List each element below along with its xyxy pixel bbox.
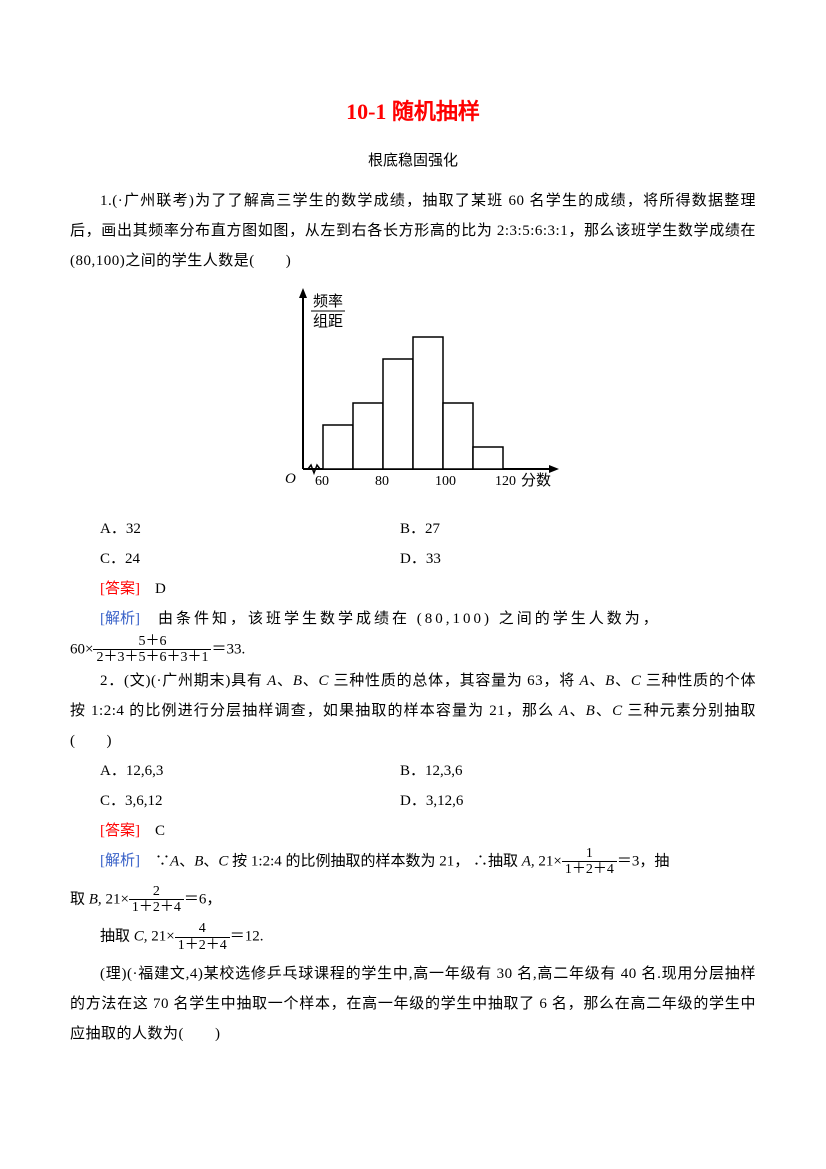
fraction-c: 41＋2＋4 (175, 921, 230, 953)
q1-option-c: C．24 (100, 544, 400, 574)
answer-label: [答案] (100, 823, 140, 839)
q2-C3: C (612, 703, 623, 719)
page-subtitle: 根底稳固强化 (70, 146, 756, 176)
q2-calc-b: 取 B, 21×21＋2＋4＝6， (70, 884, 756, 916)
q2-options-row1: A．12,6,3 B．12,3,6 (100, 756, 756, 786)
q2-B2: B (605, 673, 615, 689)
calc-prefix: 60× (70, 641, 93, 657)
q2-t3: 三种性质的总体，其容量为 63，将 (329, 673, 579, 689)
q2a-B: B (194, 853, 203, 869)
svg-text:组距: 组距 (313, 313, 343, 330)
fb-den: 1＋2＋4 (129, 900, 184, 915)
q2-A: A (267, 673, 277, 689)
q2-t2e: 、 (569, 703, 586, 719)
q2c-Ci: C, (134, 929, 148, 945)
frac-den: 2＋3＋5＋6＋3＋1 (93, 650, 211, 665)
q2-answer-value: C (140, 823, 165, 839)
svg-text:分数: 分数 (521, 472, 551, 489)
q1-options-row2: C．24 D．33 (100, 544, 756, 574)
q1-answer-line: [答案] D (70, 574, 756, 604)
q1-text: 1.(·广州联考)为了了解高三学生的数学成绩，抽取了某班 60 名学生的成绩，将… (70, 186, 756, 276)
q2a-C: C (218, 853, 228, 869)
q2-option-c: C．3,6,12 (100, 786, 400, 816)
q2-bpre: 21× (102, 891, 129, 907)
q2-t1: 2．(文)(·广州期末)具有 (100, 673, 267, 689)
q2-A2: A (579, 673, 589, 689)
q2-bsuf: ＝6， (184, 891, 222, 907)
q1-calc: 60×5＋62＋3＋5＋6＋3＋1＝33. (70, 634, 756, 666)
q2-cpre: 21× (148, 929, 175, 945)
q1-analysis-text: 由条件知，该班学生数学成绩在 (80,100) 之间的学生人数为， (140, 611, 661, 627)
q2-t2f: 、 (595, 703, 612, 719)
q2-apre: 21× (535, 853, 562, 869)
fa-den: 1＋2＋4 (562, 862, 617, 877)
fraction: 5＋62＋3＋5＋6＋3＋1 (93, 634, 211, 666)
fc-num: 4 (175, 921, 230, 937)
frac-num: 5＋6 (93, 634, 211, 650)
q2-asuf: ＝3，抽 (617, 853, 670, 869)
q2-option-a: A．12,6,3 (100, 756, 400, 786)
q2-option-d: D．3,12,6 (400, 786, 700, 816)
analysis-label: [解析] (100, 853, 140, 869)
q2a-s2: 、 (203, 853, 218, 869)
q2-t2c: 、 (589, 673, 605, 689)
q1-option-d: D．33 (400, 544, 700, 574)
q2a-s1: 、 (179, 853, 194, 869)
q2-B3: B (586, 703, 596, 719)
q2-options-row2: C．3,6,12 D．3,12,6 (100, 786, 756, 816)
q2-t2d: 、 (615, 673, 631, 689)
q2-t2b: 、 (302, 673, 318, 689)
q1-option-b: B．27 (400, 514, 700, 544)
q1-option-a: A．32 (100, 514, 400, 544)
calc-suffix: ＝33. (211, 641, 245, 657)
q1-analysis-line: [解析] 由条件知，该班学生数学成绩在 (80,100) 之间的学生人数为， (70, 604, 756, 634)
q2-a2: 按 1:2:4 的比例抽取的样本数为 21， ∴抽取 (228, 853, 521, 869)
svg-text:100: 100 (435, 474, 456, 489)
q2-option-b: B．12,3,6 (400, 756, 700, 786)
q2-C: C (319, 673, 330, 689)
q2-calc-c: 抽取 C, 21×41＋2＋4＝12. (100, 921, 756, 953)
q2-bpre0: 取 (70, 891, 89, 907)
analysis-label: [解析] (100, 611, 140, 627)
fraction-b: 21＋2＋4 (129, 884, 184, 916)
q2a-Ai: A, (522, 853, 535, 869)
svg-text:60: 60 (315, 474, 329, 489)
fraction-a: 11＋2＋4 (562, 846, 617, 878)
fc-den: 1＋2＋4 (175, 938, 230, 953)
q3-text: (理)(·福建文,4)某校选修乒乓球课程的学生中,高一年级有 30 名,高二年级… (70, 959, 756, 1049)
page-title: 10-1 随机抽样 (70, 90, 756, 134)
q2-C2: C (631, 673, 642, 689)
q1-options-row1: A．32 B．27 (100, 514, 756, 544)
q2b-Bi: B, (89, 891, 102, 907)
q2-A3: A (559, 703, 569, 719)
svg-text:O: O (285, 471, 296, 487)
q2-text: 2．(文)(·广州期末)具有 A、B、C 三种性质的总体，其容量为 63，将 A… (70, 666, 756, 756)
svg-text:频率: 频率 (313, 293, 343, 310)
histogram-figure: 频率组距 60 80 100 120 O 分数 (70, 284, 756, 504)
q2a-A: A (170, 853, 179, 869)
fb-num: 2 (129, 884, 184, 900)
answer-label: [答案] (100, 581, 140, 597)
q2-answer-line: [答案] C (70, 816, 756, 846)
q2-analysis-line: [解析] ∵A、B、C 按 1:2:4 的比例抽取的样本数为 21， ∴抽取 A… (70, 846, 756, 878)
q2-csuf: ＝12. (230, 929, 264, 945)
fa-num: 1 (562, 846, 617, 862)
svg-text:120: 120 (495, 474, 516, 489)
q2-cpre0: 抽取 (100, 929, 134, 945)
q2-t2a: 、 (277, 673, 293, 689)
svg-text:80: 80 (375, 474, 389, 489)
q1-answer-value: D (140, 581, 166, 597)
q2-a1: ∵ (140, 853, 170, 869)
